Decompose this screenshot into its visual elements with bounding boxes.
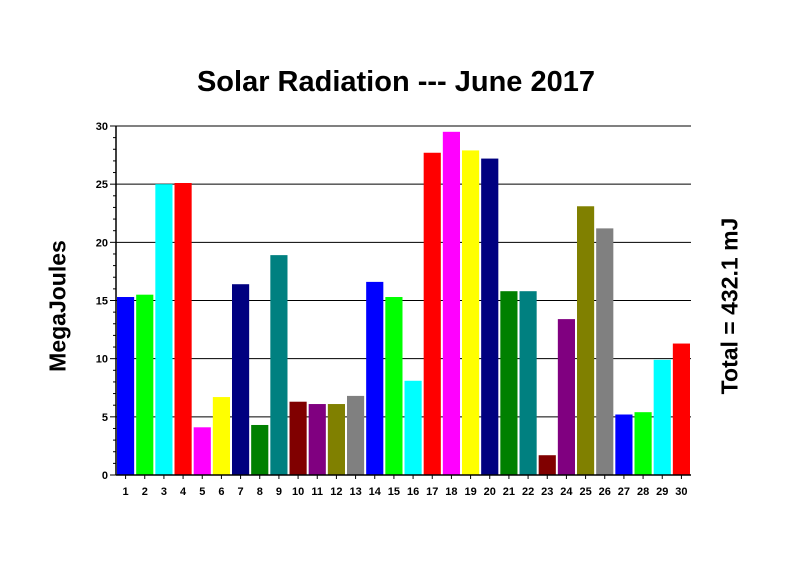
bar <box>155 184 173 475</box>
bar <box>212 397 230 475</box>
gridlines <box>116 125 691 418</box>
y-tick-label: 25 <box>96 179 108 191</box>
x-tick-label: 8 <box>257 486 263 498</box>
bar <box>500 291 518 475</box>
bar <box>136 294 154 475</box>
bar <box>538 455 556 475</box>
bar <box>308 404 326 475</box>
x-tick-label: 4 <box>180 486 187 498</box>
bar <box>596 228 614 475</box>
x-tick-label: 22 <box>522 486 534 498</box>
x-tick-label: 26 <box>599 486 611 498</box>
x-tick-label: 13 <box>349 486 361 498</box>
x-tick-label: 28 <box>637 486 649 498</box>
x-tick-label: 25 <box>579 486 591 498</box>
bar <box>347 395 365 475</box>
bar <box>519 291 537 475</box>
y-tick-label: 20 <box>96 237 108 249</box>
bar <box>577 206 595 475</box>
bar <box>672 343 690 475</box>
bar <box>423 152 441 476</box>
x-tick-label: 6 <box>218 486 224 498</box>
x-tick-label: 18 <box>445 486 457 498</box>
bars <box>117 131 690 476</box>
bar <box>481 158 499 475</box>
x-tick-label: 21 <box>503 486 515 498</box>
y-tick-label: 15 <box>96 296 108 308</box>
x-tick-label: 1 <box>123 486 129 498</box>
x-tick-label: 17 <box>426 486 438 498</box>
x-tick-label: 29 <box>656 486 668 498</box>
x-tick-label: 20 <box>484 486 496 498</box>
bar <box>615 414 633 475</box>
x-tick-label: 19 <box>464 486 476 498</box>
bar <box>442 131 460 476</box>
chart-title: Solar Radiation --- June 2017 <box>196 66 596 98</box>
y-tick-label: 5 <box>102 412 108 424</box>
x-tick-label: 3 <box>161 486 167 498</box>
bar <box>634 412 652 475</box>
x-tick-label: 27 <box>618 486 630 498</box>
bar <box>270 255 288 475</box>
x-tick-label: 16 <box>407 486 419 498</box>
x-tick-label: 10 <box>292 486 304 498</box>
x-tick-label: 14 <box>369 486 382 498</box>
x-tick-label: 2 <box>142 486 148 498</box>
x-tick-label: 12 <box>330 486 342 498</box>
y-tick-label: 30 <box>96 121 108 133</box>
x-tick-label: 5 <box>199 486 205 498</box>
bar <box>289 401 307 475</box>
x-tick-label: 30 <box>675 486 687 498</box>
bar <box>251 424 269 475</box>
bar <box>232 284 250 475</box>
x-tick-label: 15 <box>388 486 400 498</box>
bar <box>557 319 575 475</box>
x-tick-label: 9 <box>276 486 282 498</box>
y-tick-label: 10 <box>96 354 108 366</box>
x-tick-label: 7 <box>238 486 244 498</box>
bar <box>404 380 422 475</box>
bar <box>462 150 480 475</box>
bar <box>327 404 345 475</box>
bar <box>366 281 384 475</box>
x-tick-label: 24 <box>560 486 573 498</box>
x-tick-label: 23 <box>541 486 553 498</box>
y-tick-label: 0 <box>102 470 108 482</box>
x-tick-label: 11 <box>311 486 323 498</box>
bar <box>653 359 671 475</box>
bar <box>193 427 211 475</box>
bar <box>385 297 403 475</box>
bar <box>174 183 192 475</box>
bar <box>117 297 135 475</box>
